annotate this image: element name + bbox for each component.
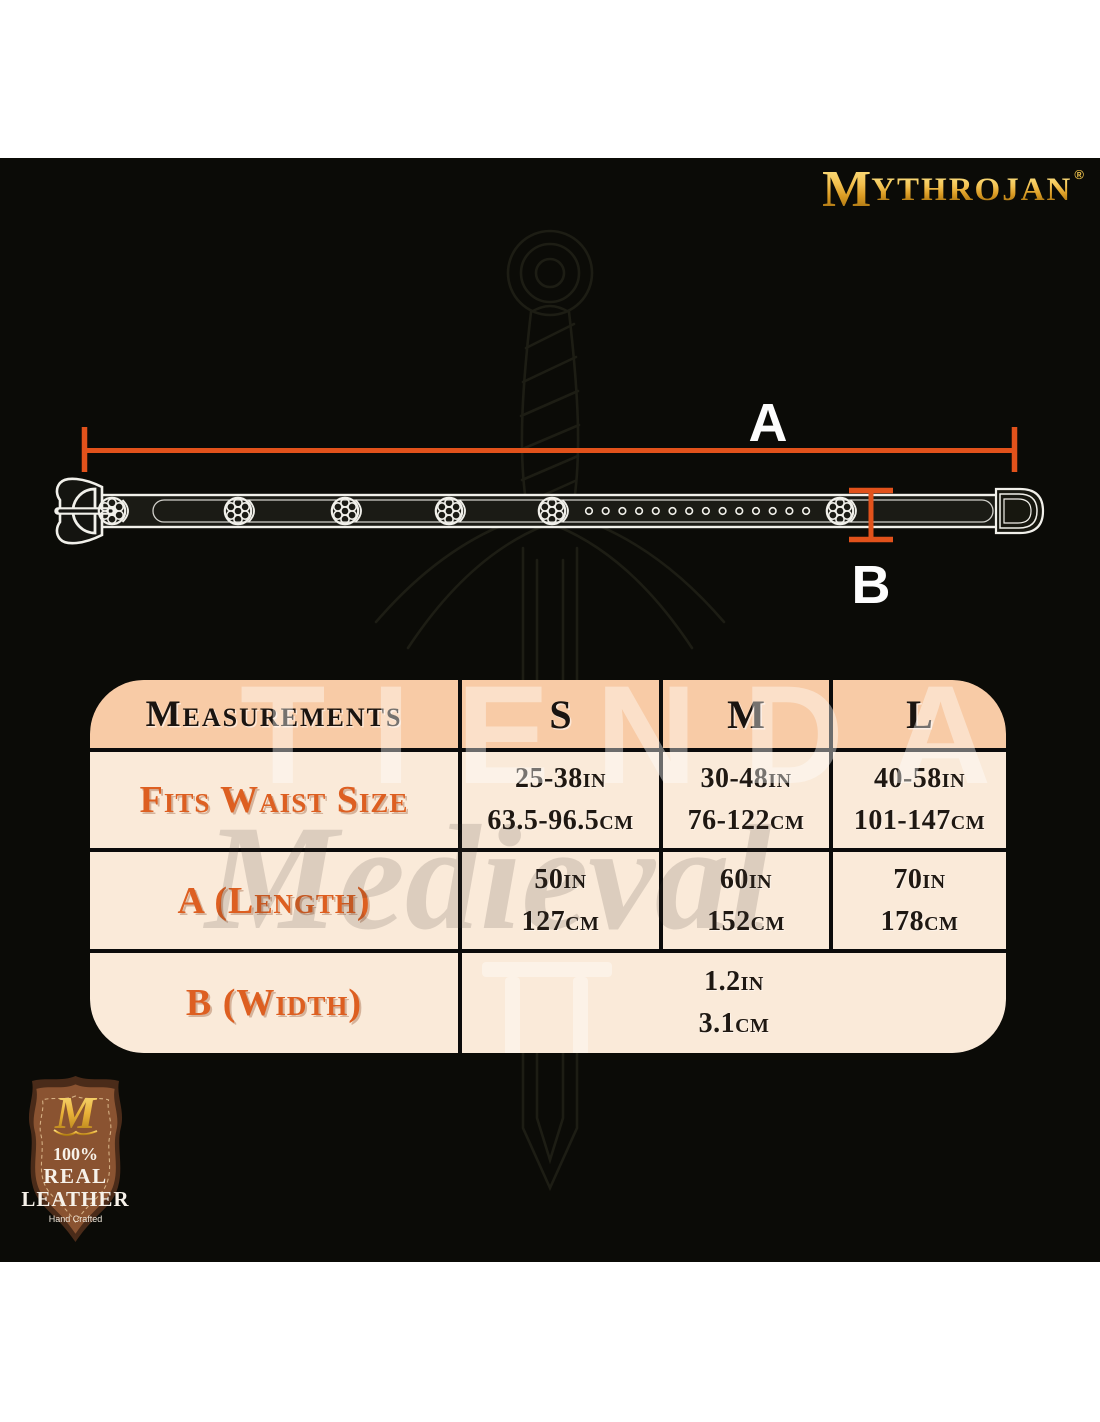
badge-percent: 100% xyxy=(53,1144,98,1164)
value-line: 70in xyxy=(893,863,946,895)
belt-hole-icon xyxy=(584,506,594,516)
measure-line-b xyxy=(849,487,893,543)
rosette-icon xyxy=(330,496,362,526)
size-table: Measurements S M L Fits Waist Size 25-38in 63.… xyxy=(90,680,1006,1053)
size-column-label: L xyxy=(906,691,933,737)
table-value-cell-merged: 1.2in 3.1cm xyxy=(462,953,1006,1053)
belt-illustration xyxy=(54,477,1045,545)
table-value-cell: 30-48in 76-122cm xyxy=(663,752,829,848)
badge-hand-crafted: Hand Crafted xyxy=(49,1214,103,1224)
value-line: 30-48in xyxy=(700,763,792,794)
belt-hole-icon xyxy=(768,506,777,516)
rosette-icon xyxy=(825,496,857,526)
belt-hole-icon xyxy=(735,506,744,516)
badge-monogram-flourish xyxy=(53,1129,98,1136)
measure-line-a xyxy=(81,427,1018,472)
belt-hole-icon xyxy=(634,506,644,516)
rosette-icon xyxy=(537,496,569,526)
real-leather-badge: M 100% REAL LEATHER Hand Crafted xyxy=(21,1076,129,1242)
value-line: 101-147cm xyxy=(853,805,986,836)
belt-holes xyxy=(584,506,811,516)
table-corner-header-cell: Measurements xyxy=(90,680,458,748)
belt-hole-icon xyxy=(668,506,677,516)
badge-shield-inner xyxy=(33,1084,118,1234)
size-table-grid: Measurements S M L Fits Waist Size 25-38in 63.… xyxy=(90,680,1006,1053)
table-size-header-cell: M xyxy=(663,680,829,748)
badge-monogram: M xyxy=(54,1087,98,1138)
table-row-label-cell: A (Length) xyxy=(90,852,458,949)
size-column-label: M xyxy=(727,691,765,737)
brand-logo-initial: M xyxy=(822,161,872,218)
registered-trademark-icon: ® xyxy=(1074,167,1084,182)
value-line: 40-58in xyxy=(873,763,966,794)
size-column-label: S xyxy=(549,691,572,737)
badge-stitch-border xyxy=(39,1095,112,1224)
belt-hole-icon xyxy=(785,506,794,516)
value-line: 178cm xyxy=(880,905,959,937)
table-value-cell: 60in 152cm xyxy=(663,852,829,949)
belt-tip-icon xyxy=(994,487,1045,535)
width-label-b: B xyxy=(851,555,891,615)
row-label: A (Length) xyxy=(177,879,371,922)
belt-hole-icon xyxy=(801,506,811,516)
table-value-cell: 40-58in 101-147cm xyxy=(833,752,1006,848)
belt-hole-icon xyxy=(751,506,761,516)
row-label: B (Width) xyxy=(185,982,363,1024)
belt-hole-icon xyxy=(685,506,694,516)
belt-hole-icon xyxy=(718,506,727,516)
value-line: 152cm xyxy=(707,905,785,937)
black-canvas: M YTHROJAN ® A B Measurements S M L Fits Waist… xyxy=(0,158,1100,1262)
table-value-cell: 50in 127cm xyxy=(462,852,659,949)
table-corner-header-label: Measurements xyxy=(145,693,403,735)
table-value-cell: 70in 178cm xyxy=(833,852,1006,949)
table-row-label-cell: Fits Waist Size xyxy=(90,752,458,848)
belt-hole-icon xyxy=(601,506,610,516)
value-line: 76-122cm xyxy=(687,805,805,836)
table-value-cell: 25-38in 63.5-96.5cm xyxy=(462,752,659,848)
brand-logo: M YTHROJAN ® xyxy=(822,164,1084,216)
belt-hole-icon xyxy=(618,506,627,516)
brand-logo-text: YTHROJAN xyxy=(871,172,1073,208)
value-line: 127cm xyxy=(521,905,600,937)
value-line: 25-38in xyxy=(514,763,607,794)
value-line: 1.2in xyxy=(704,966,764,997)
value-line: 60in xyxy=(719,863,773,895)
length-label-a: A xyxy=(748,393,788,453)
row-label: Fits Waist Size xyxy=(139,779,409,821)
belt-hole-icon xyxy=(701,506,711,516)
rosette-icon xyxy=(97,496,129,526)
table-size-header-cell: L xyxy=(833,680,1006,748)
value-line: 63.5-96.5cm xyxy=(487,805,634,836)
value-line: 3.1cm xyxy=(698,1008,770,1039)
badge-real: REAL xyxy=(43,1164,107,1188)
table-size-header-cell: S xyxy=(462,680,659,748)
rosette-icon xyxy=(434,496,466,526)
rosette-icon xyxy=(223,496,255,526)
badge-leather: LEATHER xyxy=(21,1187,129,1211)
rosette-rivets xyxy=(97,496,857,526)
table-row-label-cell: B (Width) xyxy=(90,953,458,1053)
belt-hole-icon xyxy=(651,506,660,516)
value-line: 50in xyxy=(534,863,587,895)
